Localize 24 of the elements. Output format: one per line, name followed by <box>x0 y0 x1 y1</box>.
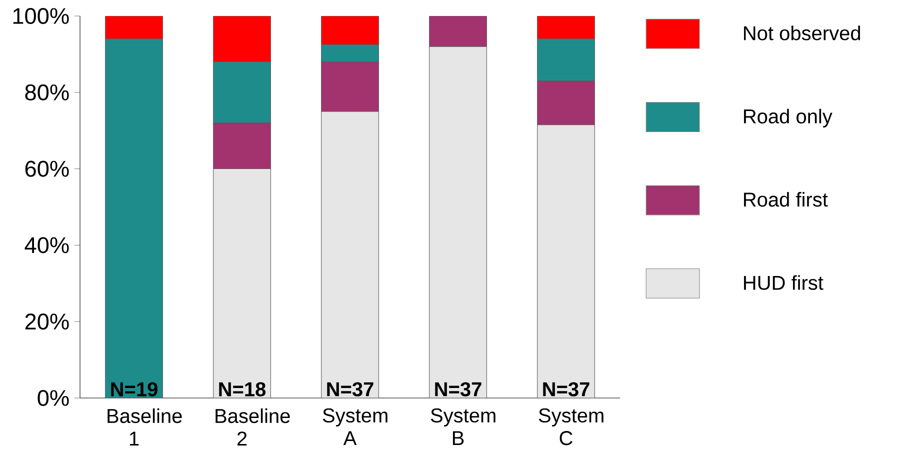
bar <box>213 62 271 124</box>
y-tick-label: 40% <box>24 237 69 254</box>
legend-label: Road only <box>744 108 832 128</box>
bar <box>537 38 595 82</box>
bar <box>105 38 163 398</box>
annotation: N=37 <box>327 382 374 396</box>
annotation: N=37 <box>435 382 482 396</box>
annotation: N=18 <box>219 382 266 396</box>
y-tick-label: 20% <box>25 314 69 330</box>
y-tick-label: 100% <box>13 8 69 24</box>
annotation: N=19 <box>111 382 158 396</box>
legend-label: Not observed <box>744 26 860 40</box>
x-tick-label: Baseline 2 <box>216 408 290 446</box>
x-tick-label: Baseline 1 <box>108 408 182 446</box>
legend-label: Road first <box>744 192 828 207</box>
x-tick-label: System C <box>538 408 604 446</box>
x-tick-label: System A <box>322 408 388 446</box>
y-tick-label: 0% <box>38 390 69 406</box>
bar <box>321 44 379 62</box>
y-tick-label: 80% <box>25 84 69 100</box>
annotation: N=37 <box>543 382 590 396</box>
legend-label: HUD first <box>744 275 824 290</box>
x-tick-label: System B <box>430 408 496 446</box>
y-tick-label: 60% <box>25 160 69 177</box>
